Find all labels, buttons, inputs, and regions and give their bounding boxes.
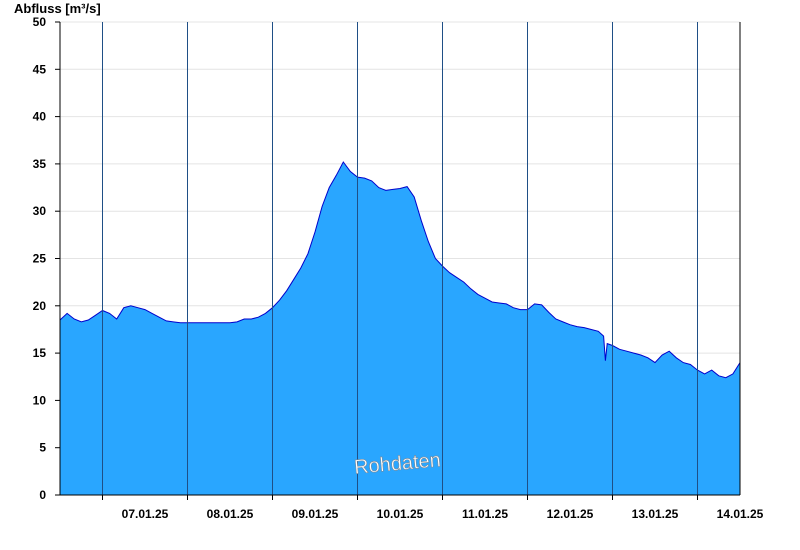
x-tick-label: 14.01.25 (717, 507, 764, 521)
y-tick-label: 30 (33, 204, 47, 218)
y-tick-label: 5 (39, 441, 46, 455)
y-tick-label: 10 (33, 393, 47, 407)
x-tick-label: 13.01.25 (632, 507, 679, 521)
x-tick-label: 07.01.25 (122, 507, 169, 521)
y-tick-label: 20 (33, 299, 47, 313)
y-tick-label: 25 (33, 252, 47, 266)
y-tick-label: 35 (33, 157, 47, 171)
y-tick-label: 15 (33, 346, 47, 360)
discharge-area (60, 162, 740, 495)
x-tick-label: 09.01.25 (292, 507, 339, 521)
discharge-line (59, 161, 741, 379)
y-tick-label: 0 (39, 488, 46, 502)
y-axis-title: Abfluss [m³/s] (14, 1, 101, 16)
x-tick-label: 11.01.25 (462, 507, 508, 521)
y-tick-label: 40 (33, 110, 47, 124)
x-tick-label: 10.01.25 (377, 507, 424, 521)
y-tick-label: 45 (33, 62, 47, 76)
x-tick-label: 08.01.25 (207, 507, 254, 521)
x-tick-label: 12.01.25 (547, 507, 594, 521)
y-tick-label: 50 (33, 15, 47, 29)
